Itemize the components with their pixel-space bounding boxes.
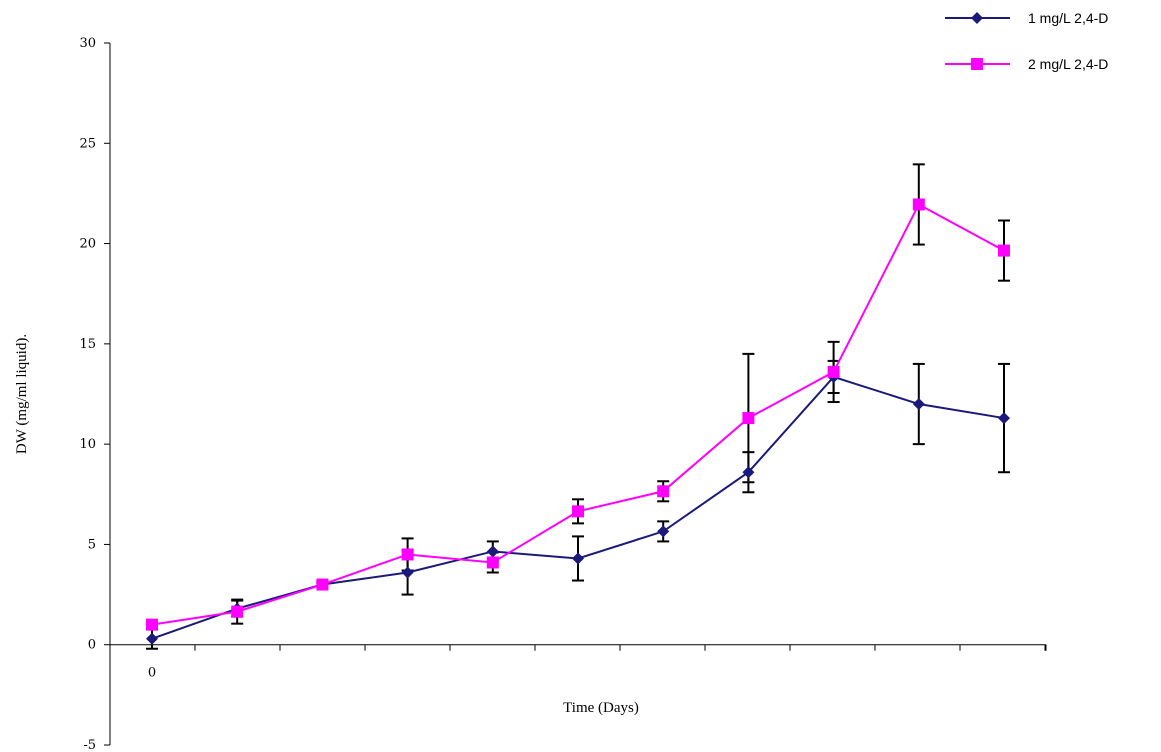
- y-tick-label: 0: [88, 638, 96, 653]
- y-tick-label: 25: [79, 136, 96, 151]
- data-point-series-1: [146, 632, 158, 645]
- data-point-series-1: [742, 466, 755, 479]
- y-tick-label: 20: [79, 237, 96, 252]
- data-point-series-1: [486, 545, 499, 558]
- legend-label: 2 mg/L 2,4-D: [1028, 56, 1108, 72]
- data-point-series-1: [998, 412, 1010, 425]
- data-point-series-2: [912, 198, 925, 211]
- data-point-series-2: [146, 618, 158, 631]
- data-point-series-2: [742, 412, 755, 425]
- data-point-series-1: [657, 525, 670, 538]
- y-tick-label: 5: [88, 537, 96, 552]
- legend-marker: [971, 12, 983, 24]
- y-tick-label: 15: [79, 337, 96, 352]
- x-tick-label: 0: [148, 666, 156, 681]
- legend-marker: [971, 58, 983, 70]
- data-point-series-1: [401, 566, 414, 579]
- data-point-series-2: [827, 365, 840, 378]
- data-point-series-1: [912, 398, 925, 411]
- x-axis-title: Time (Days): [563, 700, 639, 716]
- error-bars: [146, 163, 1010, 650]
- y-tick-label: -5: [83, 738, 96, 752]
- y-tick-label: 30: [79, 36, 96, 51]
- data-point-series-1: [572, 552, 584, 565]
- data-point-series-2: [657, 485, 670, 498]
- legend-label: 1 mg/L 2,4-D: [1028, 10, 1108, 26]
- axes: -5 0 5 10 15 20 25 30 0: [79, 36, 1047, 752]
- data-point-series-2: [998, 244, 1010, 257]
- series-markers: [146, 198, 1010, 645]
- data-point-series-2: [401, 548, 414, 561]
- y-tick-label: 10: [79, 437, 96, 452]
- legend: 1 mg/L 2,4-D 2 mg/L 2,4-D: [945, 10, 1108, 72]
- y-axis-title: DW (mg/ml liquid).: [14, 334, 30, 454]
- data-point-series-2: [572, 505, 584, 518]
- data-point-series-2: [231, 605, 244, 618]
- data-point-series-2: [316, 578, 329, 591]
- data-point-series-2: [486, 556, 499, 569]
